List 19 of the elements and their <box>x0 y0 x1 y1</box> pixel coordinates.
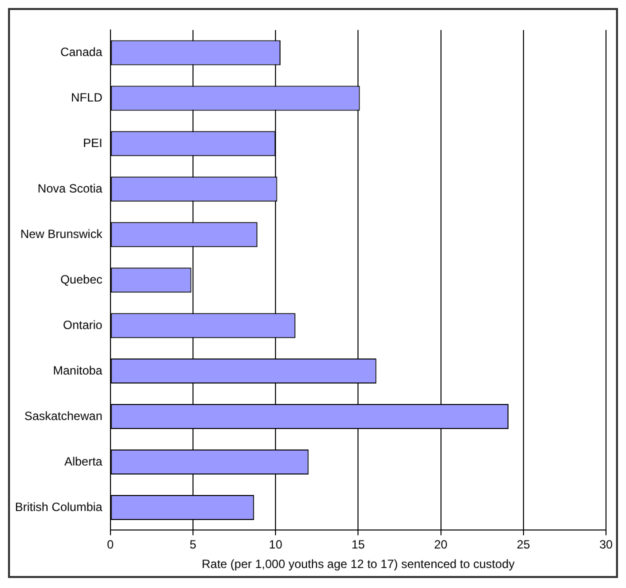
y-tick-label: Nova Scotia <box>38 181 103 196</box>
x-tick-label: 30 <box>599 538 613 552</box>
y-tick-label: Manitoba <box>52 363 103 378</box>
y-tick-label: British Columbia <box>14 500 103 514</box>
x-tick-label: 15 <box>352 538 366 552</box>
y-tick-label: New Brunswick <box>20 226 104 241</box>
x-tick-label: 20 <box>434 538 448 552</box>
y-tick-label: Canada <box>60 45 103 60</box>
x-axis-title: Rate (per 1,000 youths age 12 to 17) sentenced to custody <box>202 557 515 572</box>
y-tick-label: NFLD <box>71 90 103 105</box>
y-tick-label: Quebec <box>60 272 102 286</box>
x-tick-label: 0 <box>107 538 114 552</box>
x-tick-label: 5 <box>190 538 197 552</box>
x-tick-label: 10 <box>268 538 283 552</box>
y-tick-label: PEI <box>83 136 102 150</box>
y-tick-label: Alberta <box>64 454 103 468</box>
y-tick-label: Ontario <box>63 318 103 332</box>
y-tick-label: Saskatchewan <box>24 408 102 423</box>
x-tick-label: 25 <box>516 538 530 552</box>
